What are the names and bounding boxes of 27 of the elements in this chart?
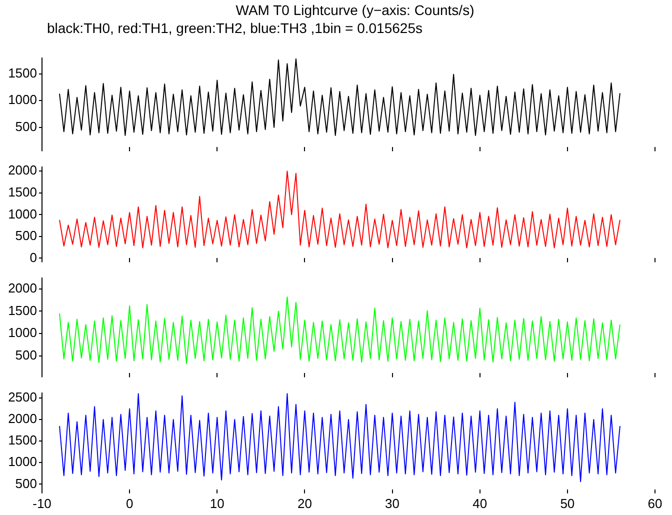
y-tick-label: 1000	[8, 454, 37, 470]
y-tick-label: 1500	[8, 302, 37, 318]
x-tick-label: 30	[385, 496, 400, 511]
y-tick-label: 1500	[8, 432, 37, 448]
y-tick-label: 2000	[8, 411, 37, 426]
y-tick-label: 1500	[8, 184, 37, 200]
y-tick-label: 500	[15, 347, 37, 362]
x-tick-label: 50	[560, 496, 575, 511]
y-tick-label: 2000	[8, 280, 37, 296]
y-tick-label: 1000	[8, 325, 37, 340]
x-tick-label: -10	[32, 496, 52, 511]
x-tick-label: 0	[126, 496, 134, 511]
chart-subtitle: black:TH0, red:TH1, green:TH2, blue:TH3 ,1bin = 0.015625s	[47, 20, 422, 36]
y-tick-label: 2500	[8, 390, 37, 405]
x-tick-label: 10	[210, 496, 224, 511]
x-tick-label: 20	[297, 496, 312, 511]
y-tick-label: 500	[15, 476, 37, 491]
y-tick-label: 1000	[8, 206, 37, 222]
y-tick-label: 500	[15, 228, 37, 244]
x-tick-label: 60	[648, 496, 662, 511]
y-tick-label: 0	[30, 250, 37, 265]
x-tick-label: 40	[472, 496, 488, 511]
y-tick-label: 1500	[8, 65, 37, 80]
y-tick-label: 500	[15, 118, 37, 134]
y-tick-label: 1000	[8, 92, 37, 108]
chart-title: WAM T0 Lightcurve (y−axis: Counts/s)	[234, 2, 476, 18]
y-tick-label: 2000	[8, 162, 37, 178]
